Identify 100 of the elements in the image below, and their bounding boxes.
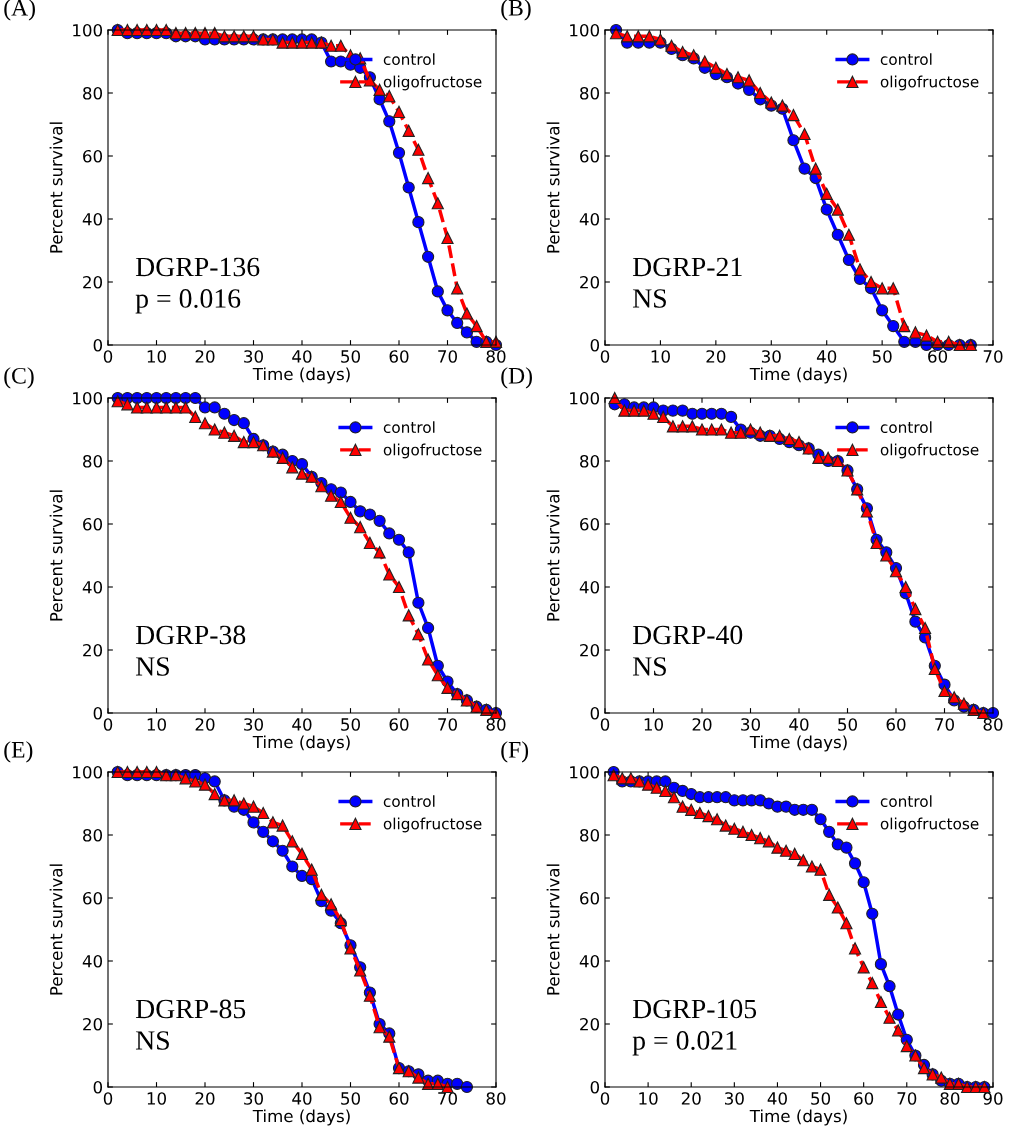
y-axis-title: Percent survival: [546, 122, 560, 253]
x-tick-label: 70: [438, 718, 457, 731]
x-tick-label: 90: [983, 1092, 1003, 1105]
annotation: DGRP-105: [632, 999, 757, 1019]
x-tick-label: 80: [940, 1092, 960, 1105]
legend-label: oligofructose: [383, 443, 482, 459]
x-tick-label: 20: [195, 718, 215, 731]
y-tick-label: 0: [590, 706, 600, 720]
annotation: p = 0.016: [135, 289, 241, 314]
x-tick-label: 10: [639, 1092, 658, 1105]
y-tick-label: 40: [82, 954, 103, 968]
y-tick-label: 80: [83, 454, 103, 468]
x-tick-label: 0: [600, 1092, 610, 1105]
y-tick-label: 20: [83, 275, 103, 289]
y-tick-label: 40: [579, 580, 600, 594]
y-tick-label: 60: [580, 891, 600, 905]
y-tick-label: 100: [570, 391, 600, 405]
y-tick-label: 40: [579, 212, 600, 226]
x-tick-label: 30: [244, 350, 263, 363]
legend-label: oligofructose: [880, 75, 979, 91]
x-tick-label: 40: [816, 350, 837, 363]
x-tick-label: 60: [928, 350, 948, 363]
x-tick-label: 80: [486, 350, 506, 363]
y-tick-label: 40: [579, 954, 600, 968]
y-axis-title: Percent survival: [49, 864, 63, 995]
annotation: DGRP-38: [135, 625, 246, 645]
y-axis-title: Percent survival: [546, 864, 560, 995]
x-axis-title: Time (days): [749, 1109, 847, 1126]
x-tick-label: 60: [389, 350, 409, 363]
text: (E): [4, 741, 33, 763]
y-tick-label: 60: [83, 891, 103, 905]
x-tick-label: 0: [103, 718, 113, 731]
text: (D): [501, 367, 532, 389]
y-tick-label: 0: [93, 1080, 103, 1094]
x-tick-label: 20: [692, 718, 712, 731]
x-tick-label: 70: [983, 350, 1003, 363]
annotation: NS: [135, 1031, 169, 1050]
y-tick-label: 80: [83, 828, 103, 842]
x-axis-title: Time (days): [252, 1109, 350, 1126]
x-tick-label: 80: [486, 718, 506, 731]
y-tick-label: 20: [83, 1017, 103, 1031]
y-axis-title: Percent survival: [546, 490, 560, 621]
legend-label: oligofructose: [383, 817, 482, 833]
y-tick-label: 80: [580, 454, 600, 468]
x-tick-label: 40: [789, 718, 809, 731]
x-tick-label: 10: [147, 350, 166, 363]
x-tick-label: 80: [983, 718, 1003, 731]
y-tick-label: 100: [73, 23, 103, 37]
y-tick-label: 60: [83, 517, 103, 531]
x-tick-label: 30: [244, 1092, 263, 1105]
x-tick-label: 40: [767, 1092, 787, 1105]
x-tick-label: 30: [725, 1092, 744, 1105]
x-tick-label: 30: [761, 350, 781, 363]
legend-label: control: [383, 795, 435, 808]
x-tick-label: 50: [811, 1092, 831, 1105]
y-tick-label: 0: [93, 706, 103, 720]
y-tick-label: 60: [580, 149, 600, 163]
x-tick-label: 50: [341, 1092, 360, 1105]
y-tick-label: 20: [580, 643, 600, 657]
x-tick-label: 0: [103, 350, 113, 363]
x-tick-label: 0: [103, 1092, 113, 1105]
y-tick-label: 100: [73, 765, 103, 779]
annotation: DGRP-136: [135, 257, 260, 277]
y-tick-label: 0: [93, 338, 103, 352]
x-tick-label: 0: [600, 350, 610, 363]
text: (A): [4, 0, 35, 21]
x-tick-label: 40: [292, 350, 312, 363]
annotation: DGRP-21: [632, 257, 742, 277]
x-tick-label: 70: [935, 718, 954, 731]
x-tick-label: 30: [244, 718, 263, 731]
x-tick-label: 40: [292, 1092, 312, 1105]
x-axis-title: Time (days): [749, 367, 847, 384]
x-tick-label: 20: [681, 1092, 701, 1105]
x-tick-label: 10: [147, 718, 166, 731]
x-tick-label: 50: [341, 718, 360, 731]
legend-label: control: [880, 53, 932, 66]
y-tick-label: 40: [82, 580, 103, 594]
x-tick-label: 80: [486, 1092, 506, 1105]
y-tick-label: 20: [83, 643, 103, 657]
x-tick-label: 0: [600, 718, 610, 731]
annotation: NS: [632, 289, 666, 308]
y-tick-label: 60: [83, 149, 103, 163]
legend-label: oligofructose: [383, 75, 482, 91]
y-tick-label: 100: [570, 23, 600, 37]
y-tick-label: 20: [580, 1017, 600, 1031]
x-tick-label: 10: [147, 1092, 166, 1105]
x-tick-label: 50: [341, 350, 360, 363]
annotation: NS: [135, 657, 169, 676]
x-tick-label: 70: [438, 350, 457, 363]
legend-label: oligofructose: [880, 817, 979, 833]
x-axis-title: Time (days): [749, 735, 847, 752]
x-axis-title: Time (days): [252, 735, 350, 752]
annotation: NS: [632, 657, 666, 676]
y-tick-label: 40: [82, 212, 103, 226]
y-axis-title: Percent survival: [49, 490, 63, 621]
x-axis-title: Time (days): [252, 367, 350, 384]
x-tick-label: 60: [389, 1092, 409, 1105]
x-tick-label: 60: [854, 1092, 874, 1105]
x-tick-label: 20: [706, 350, 726, 363]
y-tick-label: 80: [580, 828, 600, 842]
